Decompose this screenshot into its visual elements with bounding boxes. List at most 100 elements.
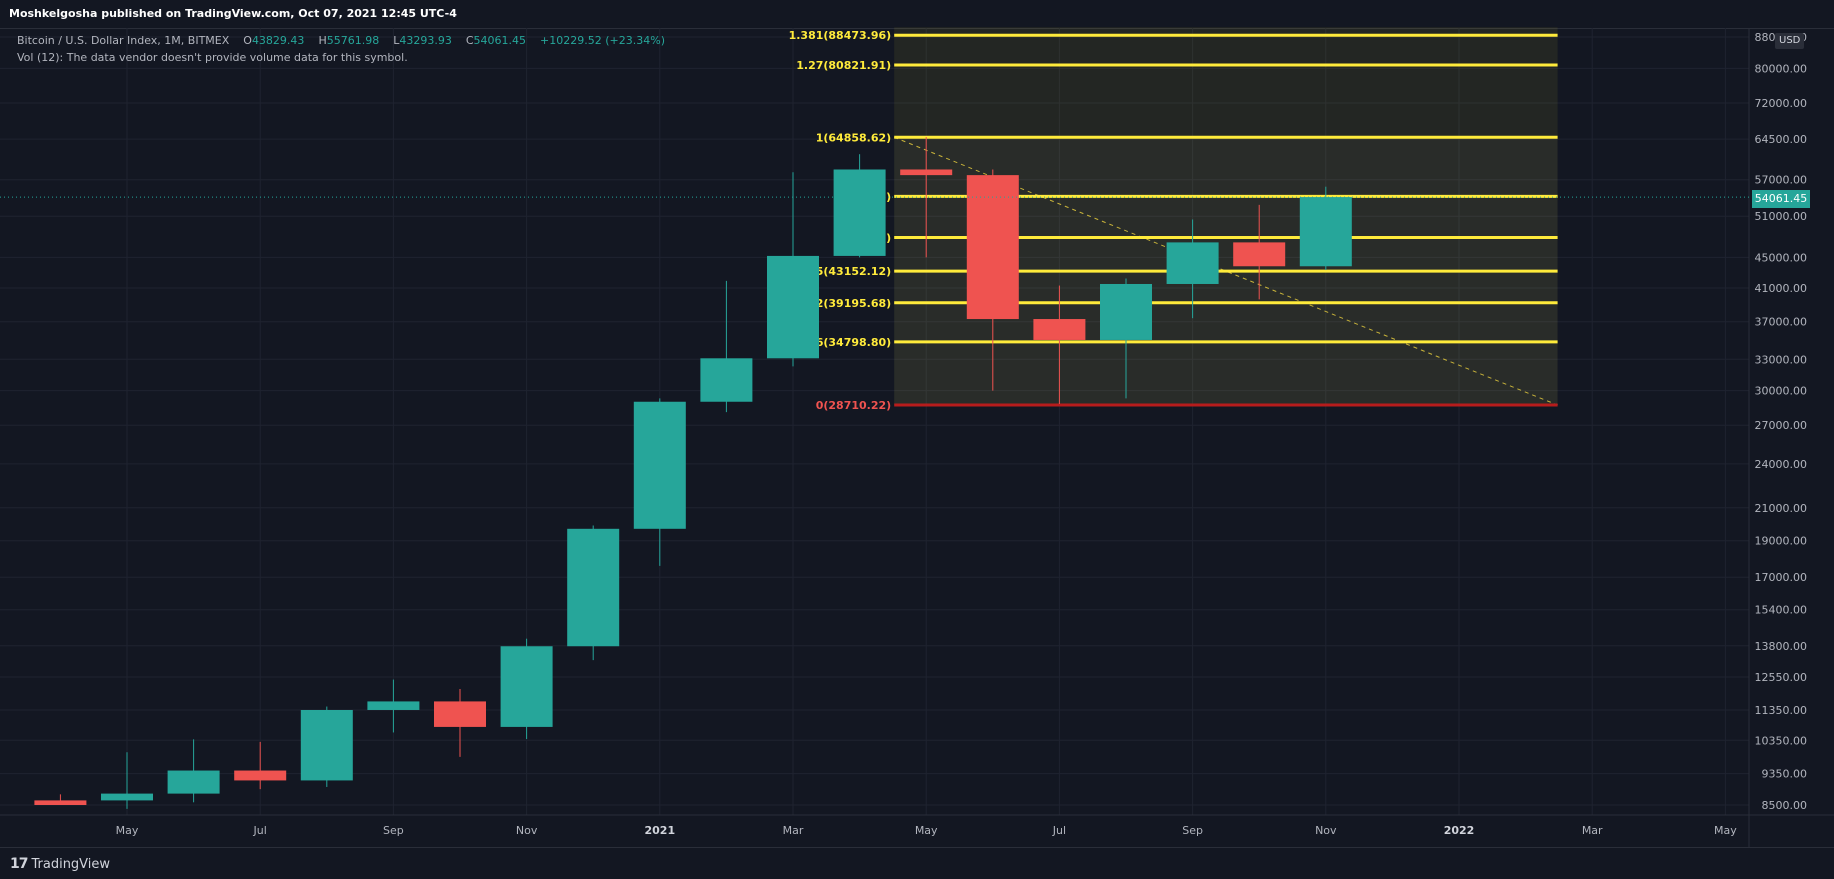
candle-body [1033,319,1086,340]
close-label: C [465,34,474,47]
price-tick-label: 57000.00 [1755,174,1808,187]
fib-level-label: 1(64858.62) [816,131,891,144]
price-tick-label: 51000.00 [1755,210,1808,223]
high-value: 55761.98 [326,34,380,47]
publish-header: Moshkelgosha published on TradingView.co… [0,0,1834,29]
candle [367,679,420,733]
candle [900,137,953,258]
time-tick-label: Jul [253,824,267,837]
candle [500,638,553,740]
time-tick-label: May [116,824,139,837]
candle-body [700,358,753,402]
price-tick-label: 72000.00 [1755,97,1808,110]
fib-level-label: 0.5(43152.12) [804,265,891,278]
price-tick-label: 37000.00 [1755,316,1808,329]
candle [1233,204,1286,300]
time-tick-label: Sep [1182,824,1203,837]
candle [1299,186,1352,271]
candle [966,169,1019,391]
fib-level-label: 1.381(88473.96) [789,29,892,42]
candle [1100,278,1152,399]
price-tick-label: 33000.00 [1755,353,1808,366]
price-tick-label: 41000.00 [1755,282,1808,295]
price-tick-label: 11350.00 [1755,704,1808,717]
chart-canvas[interactable]: 1.381(88473.96) 1.27(80821.91) 1(64858.62)… [0,0,1834,847]
candle-body [1299,197,1352,267]
open-value: 43829.43 [251,34,305,47]
high-label: H [318,34,327,47]
last-price-tag: 54061.45 [1752,190,1810,208]
candle-body [833,169,886,256]
candle [434,688,486,757]
price-tick-label: 64500.00 [1755,133,1808,146]
grid-lines [0,28,1749,815]
candle-body [1166,242,1219,284]
low-value: 43293.93 [399,34,452,47]
open-label: O [243,34,252,47]
time-tick-label: Nov [516,824,538,837]
candle [833,154,886,258]
fib-retracement: 1.381(88473.96) 1.27(80821.91) 1(64858.62)… [789,27,1558,412]
price-tick-label: 12550.00 [1755,671,1808,684]
currency-tag[interactable]: USD [1775,33,1805,49]
time-tick-label: 2022 [1444,824,1475,837]
candle [767,172,819,367]
symbol-name: Bitcoin / U.S. Dollar Index, 1M, BITMEX [17,34,230,47]
tradingview-logo-icon: 17 [10,856,29,872]
candle-body [1100,283,1152,340]
candle-body [500,646,553,727]
candle-body [900,169,953,176]
candle-body [234,770,287,781]
candle-body [1233,242,1286,267]
candle [1166,219,1219,319]
price-tick-label: 19000.00 [1755,535,1808,548]
time-tick-label: Sep [383,824,404,837]
candle-body [633,401,686,529]
time-tick-label: May [915,824,938,837]
candle [101,752,153,809]
price-tick-label: 24000.00 [1755,458,1808,471]
price-tick-label: 45000.00 [1755,251,1808,264]
candle [34,794,87,805]
candle-body [167,770,220,794]
volume-legend: Vol (12): The data vendor doesn't provid… [17,51,408,64]
time-tick-label: 2021 [644,824,675,837]
candles [34,137,1352,809]
symbol-legend: Bitcoin / U.S. Dollar Index, 1M, BITMEX … [17,34,665,47]
candle [167,739,220,803]
candle-body [966,175,1019,320]
time-tick-label: Jul [1052,824,1066,837]
time-tick-label: May [1714,824,1737,837]
tradingview-brand[interactable]: 17 TradingView [10,856,110,872]
candle-body [101,793,153,801]
fib-level-label: 1.27(80821.91) [796,59,891,72]
candle [234,741,287,790]
low-label: L [393,34,400,47]
candle-body [767,255,819,359]
footer: 17 TradingView [0,847,1834,879]
candle [567,525,620,661]
price-tick-label: 30000.00 [1755,385,1808,398]
close-value: 54061.45 [473,34,527,47]
time-tick-label: Mar [1582,824,1603,837]
publish-info: Moshkelgosha published on TradingView.co… [9,7,457,20]
time-tick-label: Nov [1315,824,1337,837]
price-axis: 8500.00 9350.00 10350.00 11350.00 12550.00 13… [1755,31,1808,812]
candle-body [367,701,420,710]
price-tick-label: 27000.00 [1755,419,1808,432]
change-value: +10229.52 (+23.34%) [540,34,665,47]
price-tick-label: 13800.00 [1755,640,1808,653]
candle-body [300,709,353,781]
price-tick-label: 80000.00 [1755,62,1808,75]
price-tick-label: 21000.00 [1755,502,1808,515]
price-tick-label: 17000.00 [1755,571,1808,584]
candle-body [434,701,486,727]
fib-level-label: 0(28710.22) [816,399,891,412]
candle [300,706,353,787]
brand-label: TradingView [31,856,111,872]
time-axis: May Jul Sep Nov 2021 Mar May Jul Sep Nov 2022 Mar Ma… [116,824,1738,837]
time-tick-label: Mar [783,824,804,837]
price-tick-label: 9350.00 [1762,768,1808,781]
candle-body [567,528,620,647]
price-tick-label: 8500.00 [1762,799,1808,812]
